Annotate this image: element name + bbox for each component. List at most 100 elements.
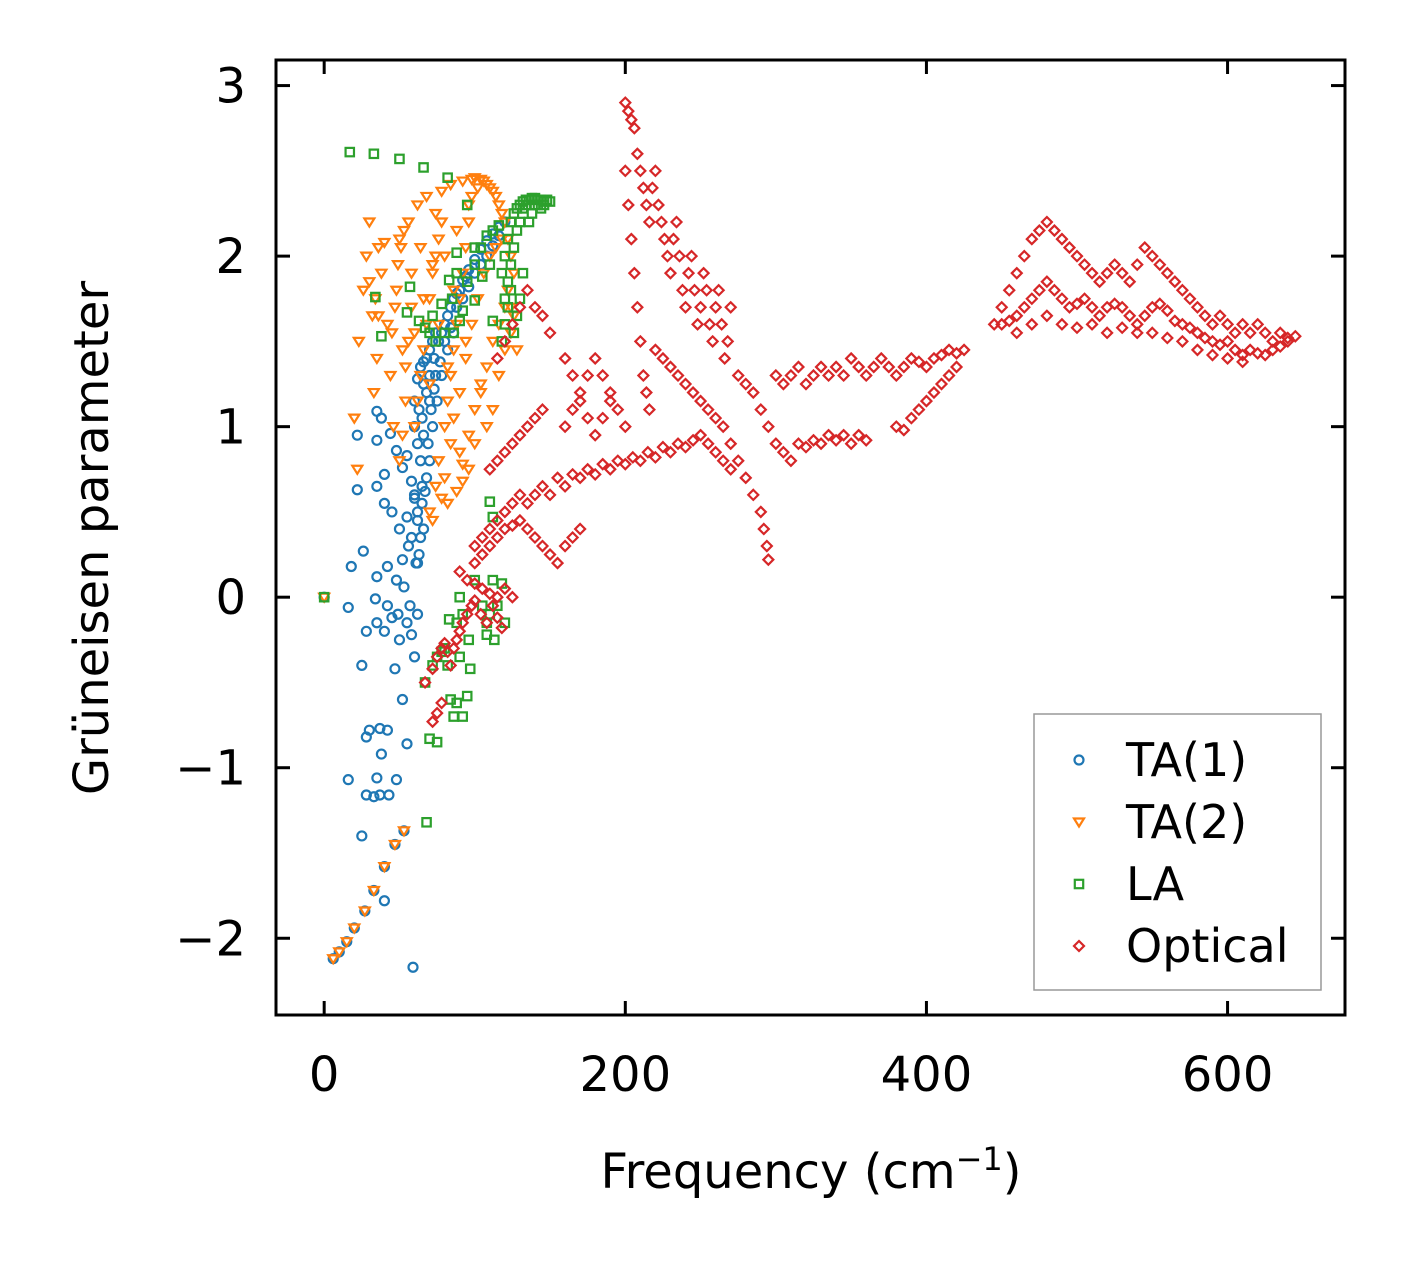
- data-point: [394, 153, 405, 165]
- legend-marker: [1073, 878, 1085, 890]
- data-point: [1130, 258, 1144, 272]
- data-point: [420, 472, 433, 484]
- data-point: [437, 251, 452, 263]
- data-point: [712, 283, 726, 297]
- data-point: [461, 690, 473, 702]
- data-point: [490, 530, 504, 545]
- data-point: [425, 268, 440, 280]
- data-point: [434, 217, 449, 229]
- data-point: [630, 300, 644, 314]
- data-point: [458, 242, 473, 255]
- data-point: [368, 791, 380, 803]
- data-point: [1243, 326, 1257, 340]
- data-point: [663, 360, 678, 374]
- data-point: [444, 658, 458, 672]
- data-point: [464, 191, 479, 204]
- data-point: [663, 445, 678, 459]
- data-point: [422, 507, 437, 519]
- data-point: [761, 420, 775, 434]
- data-point: [509, 345, 524, 357]
- data-point: [648, 450, 662, 464]
- data-point: [1115, 266, 1129, 280]
- x-tick-label: 200: [579, 1047, 671, 1103]
- data-point: [474, 607, 488, 621]
- data-point: [716, 454, 730, 468]
- data-point: [479, 422, 494, 434]
- data-point: [678, 377, 693, 391]
- data-point: [417, 523, 430, 535]
- data-point: [505, 437, 519, 451]
- data-point: [380, 319, 395, 331]
- data-point: [1168, 275, 1182, 289]
- data-point: [378, 895, 391, 907]
- data-point: [452, 447, 467, 459]
- data-point: [446, 345, 461, 357]
- data-point: [425, 260, 440, 272]
- data-point: [1145, 249, 1159, 263]
- data-point: [381, 560, 394, 573]
- data-point: [440, 498, 455, 510]
- data-point: [488, 242, 503, 255]
- data-point: [566, 368, 580, 383]
- data-point: [927, 385, 941, 400]
- data-point: [859, 433, 873, 447]
- data-point: [942, 368, 956, 383]
- data-point: [618, 420, 632, 434]
- data-point: [603, 462, 617, 476]
- data-point: [513, 428, 527, 442]
- data-point: [528, 300, 542, 314]
- data-point: [1198, 331, 1212, 345]
- data-point: [1228, 326, 1242, 340]
- data-point: [384, 427, 397, 440]
- data-point: [739, 377, 753, 391]
- data-point: [701, 437, 715, 451]
- data-point: [417, 429, 430, 441]
- data-point: [1055, 232, 1069, 246]
- data-point: [458, 353, 473, 366]
- data-point: [912, 403, 926, 417]
- data-point: [393, 634, 406, 646]
- data-point: [513, 513, 527, 528]
- data-point: [375, 412, 387, 424]
- data-point: [442, 660, 453, 671]
- data-point: [476, 271, 488, 282]
- data-point: [678, 300, 693, 314]
- data-point: [460, 607, 474, 621]
- data-point: [351, 429, 363, 441]
- x-tick-label: 0: [309, 1047, 340, 1103]
- data-point: [502, 301, 514, 313]
- data-point: [443, 614, 455, 625]
- legend-entry: TA(2): [1072, 795, 1247, 849]
- data-point: [467, 439, 482, 451]
- data-point: [889, 420, 903, 434]
- data-point: [1077, 258, 1092, 272]
- legend-marker: [1073, 754, 1085, 766]
- data-point: [859, 368, 873, 383]
- legend-label: Optical: [1126, 919, 1288, 973]
- data-point: [442, 172, 453, 183]
- data-point: [760, 539, 774, 553]
- data-point: [1115, 300, 1129, 314]
- data-point: [426, 715, 440, 729]
- data-point: [639, 385, 653, 400]
- data-point: [829, 433, 843, 447]
- data-point: [454, 315, 465, 327]
- data-point: [686, 385, 700, 400]
- data-point: [392, 234, 407, 246]
- data-point: [505, 590, 519, 604]
- data-point: [468, 539, 482, 553]
- data-point: [1085, 300, 1099, 314]
- data-point: [390, 774, 403, 786]
- data-point: [1017, 300, 1031, 314]
- data-point: [1145, 326, 1159, 340]
- data-point: [1002, 283, 1016, 297]
- data-point: [709, 300, 723, 314]
- data-point: [371, 242, 386, 255]
- data-point: [484, 496, 496, 507]
- data-point: [359, 251, 374, 263]
- data-point: [1273, 339, 1287, 354]
- data-point: [1062, 241, 1077, 255]
- data-point: [1010, 309, 1024, 323]
- data-point: [1243, 343, 1257, 357]
- data-point: [461, 199, 473, 211]
